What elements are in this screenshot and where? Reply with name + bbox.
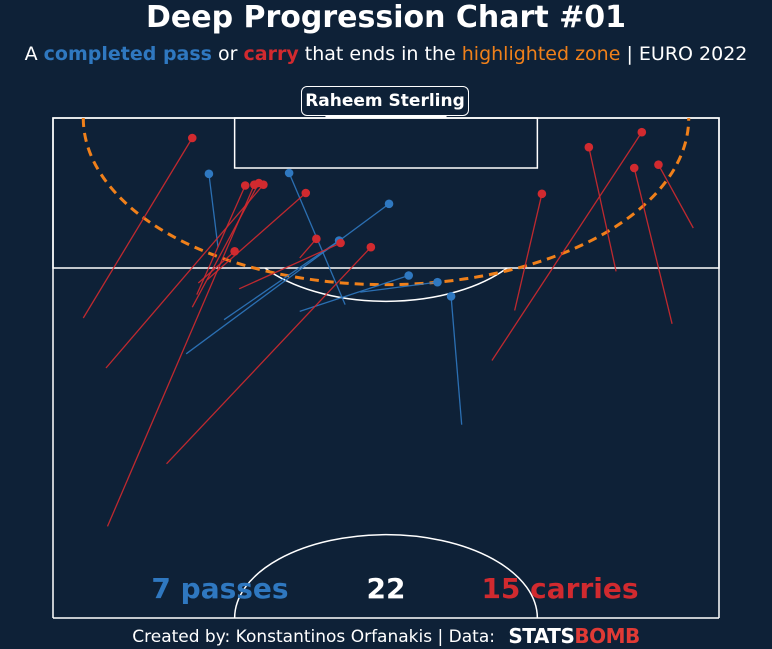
pass-2 [185, 199, 394, 355]
carry-line [105, 184, 264, 369]
subtitle-or: or [218, 43, 238, 65]
carry-line [514, 193, 543, 311]
carry-line [657, 164, 694, 229]
pass-end-point [384, 199, 394, 209]
pass-count: 7 passes [151, 572, 289, 605]
carry-1 [82, 133, 197, 319]
carry-end-point [250, 180, 259, 189]
pass-line [450, 296, 463, 425]
six-yard-box [233, 117, 539, 169]
pass-end-point [433, 277, 442, 287]
footer-separator: | [437, 627, 444, 647]
carry-end-point [537, 189, 547, 199]
player-name-label: Raheem Sterling [301, 86, 469, 116]
chart-title: Deep Progression Chart #01 [145, 0, 626, 35]
carry-end-point [230, 247, 239, 256]
carry-line [197, 250, 236, 284]
carry-line [588, 147, 617, 272]
subtitle-separator: | [626, 43, 633, 65]
carry-line [166, 246, 372, 465]
pass-layer [185, 168, 463, 425]
carry-layer [82, 127, 694, 527]
subtitle-carry-term: carry [243, 43, 299, 65]
pitch-markings [52, 115, 720, 619]
carry-end-point [312, 234, 321, 244]
carry-line [206, 192, 307, 281]
carry-7 [299, 234, 321, 259]
pass-line [299, 274, 409, 312]
carry-end-point [654, 160, 663, 169]
carry-10 [166, 242, 376, 465]
carry-11 [514, 189, 547, 311]
carry-5 [106, 180, 259, 527]
carry-end-point [336, 238, 345, 248]
highlighted-zone-arc [81, 117, 691, 287]
carry-line [238, 242, 341, 290]
carry-14 [654, 160, 694, 229]
penalty-arc [264, 267, 508, 303]
carry-end-point [240, 181, 250, 190]
carry-line [191, 182, 260, 308]
logo-stats-text: STATS [508, 624, 575, 648]
carry-9 [238, 238, 345, 290]
carry-8 [206, 188, 311, 281]
penalty-area [52, 117, 720, 269]
footer: Created by: Konstantinos Orfanakis | Dat… [0, 624, 772, 648]
footer-credit: Created by: Konstantinos Orfanakis [132, 627, 433, 647]
pass-line [223, 239, 340, 321]
centre-circle [233, 533, 539, 619]
pass-line [360, 281, 438, 293]
carry-end-point [366, 242, 376, 252]
footer-data-label: Data: [448, 627, 495, 647]
pass-line [185, 203, 390, 355]
pass-end-point [284, 168, 294, 178]
pass-line [208, 173, 219, 248]
logo-bomb-text: BOMB [574, 624, 640, 648]
carry-line [633, 167, 673, 324]
carry-13 [629, 163, 673, 324]
statsbomb-logo: STATSBOMB [508, 624, 640, 648]
subtitle-prefix: A [24, 43, 38, 65]
carry-end-point [637, 127, 647, 137]
subtitle-pass-term: completed pass [43, 43, 212, 65]
subtitle-competition: EURO 2022 [638, 43, 748, 65]
subtitle-zone-term: highlighted zone [461, 43, 621, 65]
pass-5 [360, 277, 442, 293]
carry-end-point [584, 142, 594, 152]
carry-count: 15 carries [481, 572, 639, 605]
carry-end-point [301, 188, 311, 198]
carry-line [82, 137, 193, 319]
pitch-boundary [52, 117, 720, 618]
pass-end-point [446, 292, 456, 301]
carry-end-point [629, 163, 639, 173]
pass-6 [446, 292, 463, 425]
pass-7 [204, 169, 219, 248]
pass-4 [299, 271, 414, 312]
chart-subtitle: A completed pass or carry that ends in t… [0, 42, 772, 66]
carry-12 [491, 127, 647, 361]
carry-line [106, 184, 255, 527]
total-count: 22 [366, 572, 406, 605]
pass-end-point [204, 169, 214, 179]
subtitle-middle: that ends in the [304, 43, 456, 65]
carry-end-point [187, 133, 197, 143]
carry-15 [584, 142, 617, 272]
carry-line [491, 131, 643, 361]
pass-end-point [404, 271, 414, 280]
